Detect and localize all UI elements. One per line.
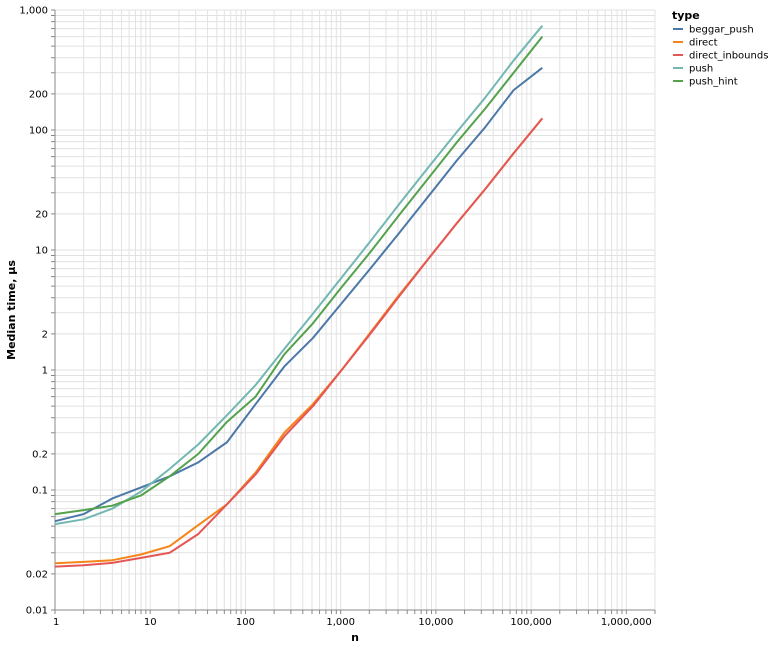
y-tick-label: 0.01: [26, 606, 48, 617]
series-line-direct_inbounds: [54, 117, 544, 568]
y-tick-label: 0.1: [32, 486, 48, 497]
legend-label-push: push: [689, 64, 713, 75]
axes: 1 10 100 1,000 10,000 100,000 1,000,000 0.01 0.0…: [19, 6, 656, 628]
x-tick-label: 1,000,000: [601, 617, 652, 628]
legend-label-direct_inbounds: direct_inbounds: [689, 51, 768, 62]
legend-label-direct: direct: [689, 38, 718, 49]
y-tick-label: 0.2: [32, 449, 48, 460]
series-line-direct: [54, 117, 544, 565]
y-axis-title: Median time, µs: [5, 260, 18, 360]
x-tick-label: 10: [144, 617, 157, 628]
y-tick-label: 0.02: [26, 569, 48, 580]
legend-title: type: [672, 9, 700, 22]
legend-label-push_hint: push_hint: [689, 77, 738, 88]
x-tick-label: 10,000: [418, 617, 453, 628]
x-tick-label: 100: [236, 617, 255, 628]
y-tick-label: 2: [42, 329, 48, 340]
x-tick-label: 1,000: [326, 617, 355, 628]
series-line-push: [54, 25, 544, 526]
legend-label-beggar_push: beggar_push: [689, 25, 754, 36]
x-tick-label: 1: [53, 617, 59, 628]
series-lines: [54, 25, 544, 568]
y-tick-label: 10: [35, 246, 48, 257]
gridlines: [54, 9, 656, 611]
y-tick-label: 1: [42, 366, 48, 377]
series-line-beggar_push: [54, 66, 543, 523]
y-tick-label: 200: [29, 89, 48, 100]
y-tick-label: 1,000: [19, 6, 48, 17]
y-tick-label: 20: [35, 209, 48, 220]
y-tick-label: 100: [29, 126, 48, 137]
x-axis-title: n: [351, 631, 359, 644]
series-line-push_hint: [54, 35, 544, 516]
x-tick-label: 100,000: [510, 617, 551, 628]
